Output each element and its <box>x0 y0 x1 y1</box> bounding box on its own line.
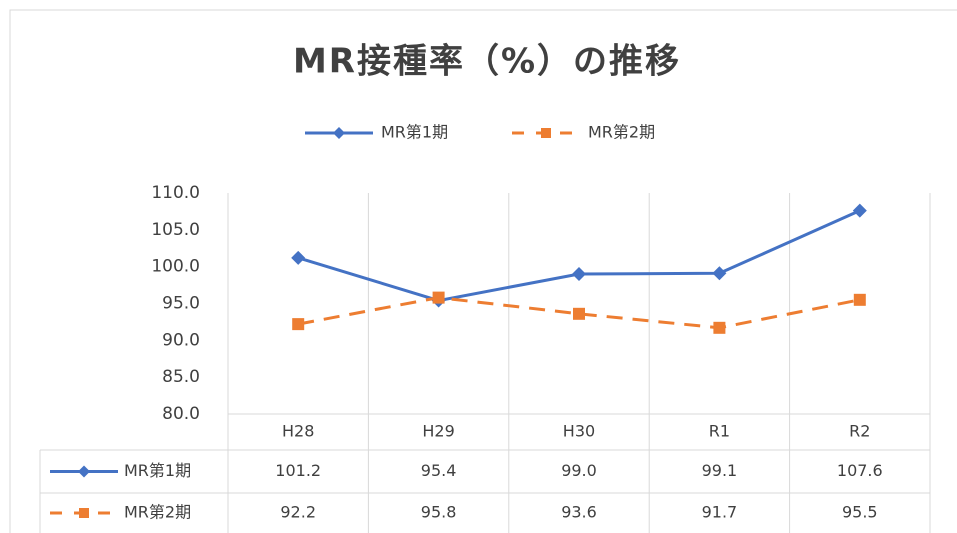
y-tick-label: 80.0 <box>162 404 200 424</box>
point-marker <box>572 267 586 282</box>
legend-marker <box>78 465 90 478</box>
x-tick-label: H29 <box>422 422 454 441</box>
table-value: 91.7 <box>702 503 738 522</box>
point-marker <box>432 291 445 304</box>
point-marker <box>292 318 305 331</box>
y-tick-label: 100.0 <box>151 257 200 277</box>
x-tick-label: H28 <box>282 422 314 441</box>
table-value: 95.4 <box>421 461 457 480</box>
table-value: 107.6 <box>837 461 883 480</box>
series-line <box>297 209 861 303</box>
point-marker <box>853 293 866 306</box>
point-marker <box>852 203 867 218</box>
table-value: 101.2 <box>275 461 321 480</box>
y-tick-label: 110.0 <box>151 183 200 203</box>
point-marker <box>712 266 727 281</box>
legend-label: MR第1期 <box>381 123 448 142</box>
table-value: 95.8 <box>421 503 457 522</box>
table-value: 93.6 <box>561 503 597 522</box>
chart-title: MR接種率（%）の推移 <box>293 42 681 82</box>
legend-marker <box>333 127 345 139</box>
legend-label: MR第2期 <box>588 123 655 142</box>
chart-frame <box>9 9 957 533</box>
y-tick-label: 95.0 <box>162 294 200 314</box>
point-marker <box>291 250 306 265</box>
table-row-label: MR第2期 <box>124 503 191 522</box>
y-tick-label: 105.0 <box>151 220 200 240</box>
x-tick-label: R2 <box>849 422 870 441</box>
legend-marker <box>541 128 551 138</box>
table-value: 95.5 <box>842 503 878 522</box>
table-value: 92.2 <box>280 503 316 522</box>
legend-marker <box>79 508 89 518</box>
y-tick-label: 90.0 <box>162 330 200 350</box>
table-row-label: MR第1期 <box>124 461 191 480</box>
table-value: 99.0 <box>561 461 597 480</box>
point-marker <box>713 321 726 334</box>
x-tick-label: H30 <box>563 422 595 441</box>
x-tick-label: R1 <box>709 422 730 441</box>
series-line <box>297 296 861 330</box>
point-marker <box>573 307 585 320</box>
table-value: 99.1 <box>702 461 738 480</box>
y-tick-label: 85.0 <box>162 367 200 387</box>
